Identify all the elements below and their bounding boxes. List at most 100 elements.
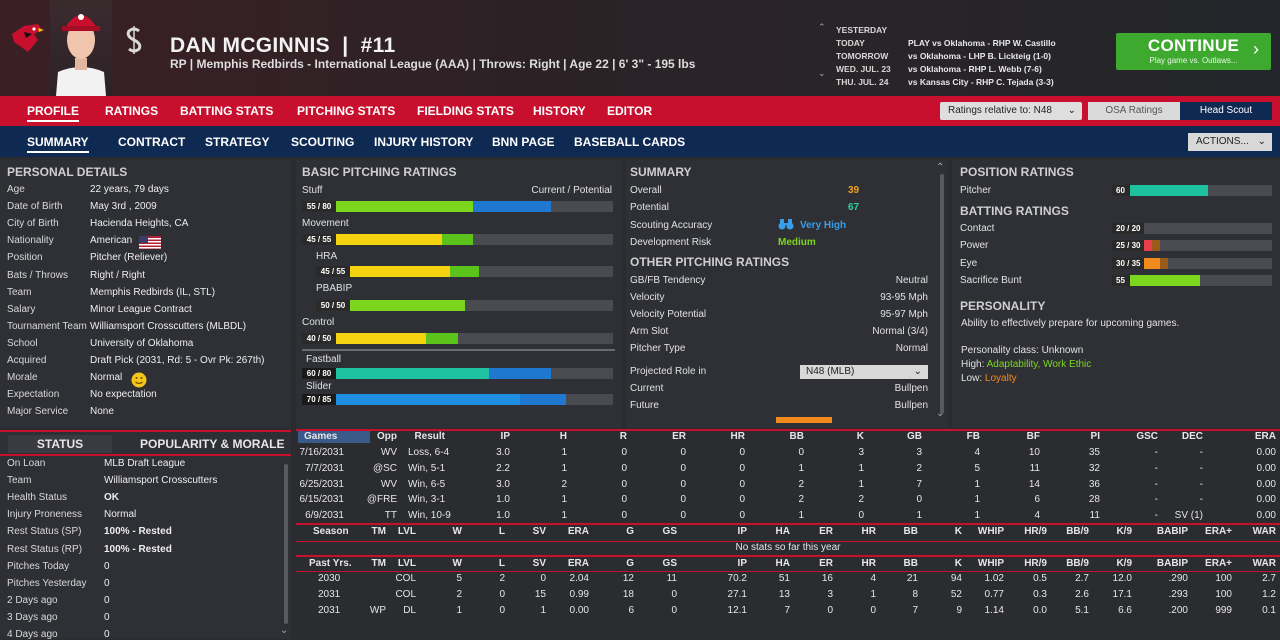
games-col-header[interactable]: BB [789, 431, 804, 442]
season-col-header[interactable]: W [452, 526, 462, 537]
season-col-header[interactable]: WAR [1252, 526, 1276, 537]
season-col-header[interactable]: L [498, 526, 505, 537]
tab-batting-stats[interactable]: BATTING STATS [180, 104, 274, 118]
season-col-header[interactable]: K/9 [1116, 526, 1132, 537]
other-rating-label: GB/FB Tendency [630, 275, 706, 286]
season-col-header[interactable]: Season [313, 526, 349, 537]
past-col-header[interactable]: ERA+ [1205, 558, 1232, 569]
games-col-header[interactable]: Games [304, 431, 338, 442]
games-col-header[interactable]: PI [1090, 431, 1100, 442]
games-col-header[interactable]: R [619, 431, 627, 442]
season-col-header[interactable]: HA [775, 526, 790, 537]
rating-current-bar [302, 201, 474, 212]
past-col-header[interactable]: ER [819, 558, 833, 569]
tab-history[interactable]: HISTORY [533, 104, 586, 118]
tab-scouting[interactable]: SCOUTING [291, 135, 355, 149]
games-col-header[interactable]: Result [414, 431, 445, 442]
season-col-header[interactable]: HR/9 [1024, 526, 1047, 537]
past-col-header[interactable]: WAR [1252, 558, 1276, 569]
tab-summary[interactable]: SUMMARY [27, 135, 89, 153]
osa-ratings-toggle[interactable]: OSA Ratings [1088, 102, 1180, 120]
tab-baseball-cards[interactable]: BASEBALL CARDS [574, 135, 686, 149]
ratings-relative-select[interactable]: Ratings relative to: N48 ⌄ [940, 102, 1082, 120]
past-col-header[interactable]: HA [775, 558, 790, 569]
schedule-row[interactable]: YESTERDAY [818, 24, 1098, 37]
past-col-header[interactable]: W [452, 558, 462, 569]
past-col-header[interactable]: G [626, 558, 634, 569]
schedule-row[interactable]: WED. JUL. 23 vs Oklahoma - RHP L. Webb (7… [818, 63, 1098, 76]
tab-strategy[interactable]: STRATEGY [205, 135, 270, 149]
tab-status[interactable]: STATUS [8, 435, 112, 453]
chevron-down-icon[interactable]: ⌄ [936, 408, 945, 419]
past-col-header[interactable]: TM [371, 558, 386, 569]
season-col-header[interactable]: ER [819, 526, 833, 537]
games-col-header[interactable]: ER [672, 431, 686, 442]
past-col-header[interactable]: SV [532, 558, 546, 569]
continue-button[interactable]: CONTINUE Play game vs. Outlaws... › [1116, 33, 1271, 70]
past-col-header[interactable]: WHIP [977, 558, 1004, 569]
games-col-header[interactable]: DEC [1181, 431, 1203, 442]
actions-select[interactable]: ACTIONS... ⌄ [1188, 133, 1272, 151]
past-col-header[interactable]: IP [737, 558, 747, 569]
tab-popularity-morale[interactable]: POPULARITY & MORALE [140, 437, 285, 451]
games-col-header[interactable]: FB [966, 431, 980, 442]
season-col-header[interactable]: GS [662, 526, 677, 537]
chevron-up-icon[interactable]: ⌃ [936, 162, 945, 173]
tab-contract[interactable]: CONTRACT [118, 135, 186, 149]
games-col-header[interactable]: GB [907, 431, 922, 442]
season-col-header[interactable]: HR [861, 526, 876, 537]
tab-bnn-page[interactable]: BNN PAGE [492, 135, 555, 149]
past-col-header[interactable]: BB/9 [1066, 558, 1089, 569]
tab-pitching-stats[interactable]: PITCHING STATS [297, 104, 396, 118]
past-col-header[interactable]: GS [662, 558, 677, 569]
past-col-header[interactable]: HR/9 [1024, 558, 1047, 569]
tab-injury-history[interactable]: INJURY HISTORY [374, 135, 474, 149]
schedule-row[interactable]: TODAY PLAY vs Oklahoma - RHP W. Castillo [818, 37, 1098, 50]
games-col-header[interactable]: GSC [1136, 431, 1158, 442]
games-col-header[interactable]: BF [1026, 431, 1040, 442]
past-col-header[interactable]: L [498, 558, 505, 569]
season-col-header[interactable]: BABIP [1156, 526, 1188, 537]
projected-role-select[interactable]: N48 (MLB) ⌄ [800, 365, 928, 379]
status-scrollbar[interactable] [284, 464, 288, 624]
season-col-header[interactable]: BB [903, 526, 918, 537]
tab-profile[interactable]: PROFILE [27, 104, 80, 122]
past-col-header[interactable]: HR [861, 558, 876, 569]
chevron-down-icon[interactable]: ⌄ [818, 68, 826, 78]
past-col-header[interactable]: LVL [397, 558, 416, 569]
season-col-header[interactable]: SV [532, 526, 546, 537]
season-col-header[interactable]: TM [371, 526, 386, 537]
game-row-cell: 5 [974, 462, 980, 474]
games-col-header[interactable]: ERA [1254, 431, 1276, 442]
past-col-header[interactable]: Past Yrs. [309, 558, 352, 569]
tab-fielding-stats[interactable]: FIELDING STATS [417, 104, 514, 118]
season-col-header[interactable]: G [626, 526, 634, 537]
games-col-header[interactable]: IP [500, 431, 510, 442]
detail-value: May 3rd , 2009 [90, 201, 157, 213]
past-col-header[interactable]: BABIP [1156, 558, 1188, 569]
games-col-header[interactable]: H [559, 431, 567, 442]
schedule-row[interactable]: TOMORROW vs Oklahoma - LHP B. Lickteig (1… [818, 50, 1098, 63]
schedule-row[interactable]: THU. JUL. 24 vs Kansas City - RHP C. Teja… [818, 76, 1098, 89]
season-col-header[interactable]: BB/9 [1066, 526, 1089, 537]
season-col-header[interactable]: WHIP [977, 526, 1004, 537]
summary-scrollbar[interactable] [940, 174, 944, 414]
games-col-header[interactable]: Opp [377, 431, 397, 442]
chevron-down-icon[interactable]: ⌄ [280, 625, 289, 636]
head-scout-toggle[interactable]: Head Scout [1180, 102, 1272, 120]
chevron-up-icon[interactable]: ⌃ [818, 22, 826, 32]
games-select[interactable] [298, 431, 370, 443]
season-col-header[interactable]: LVL [397, 526, 416, 537]
past-col-header[interactable]: K [954, 558, 962, 569]
season-col-header[interactable]: K [954, 526, 962, 537]
past-col-header[interactable]: BB [903, 558, 918, 569]
season-col-header[interactable]: ERA [567, 526, 589, 537]
past-col-header[interactable]: K/9 [1116, 558, 1132, 569]
tab-ratings[interactable]: RATINGS [105, 104, 159, 118]
season-col-header[interactable]: IP [737, 526, 747, 537]
season-col-header[interactable]: ERA+ [1205, 526, 1232, 537]
tab-editor[interactable]: EDITOR [607, 104, 653, 118]
past-col-header[interactable]: ERA [567, 558, 589, 569]
games-col-header[interactable]: HR [730, 431, 745, 442]
games-col-header[interactable]: K [856, 431, 864, 442]
